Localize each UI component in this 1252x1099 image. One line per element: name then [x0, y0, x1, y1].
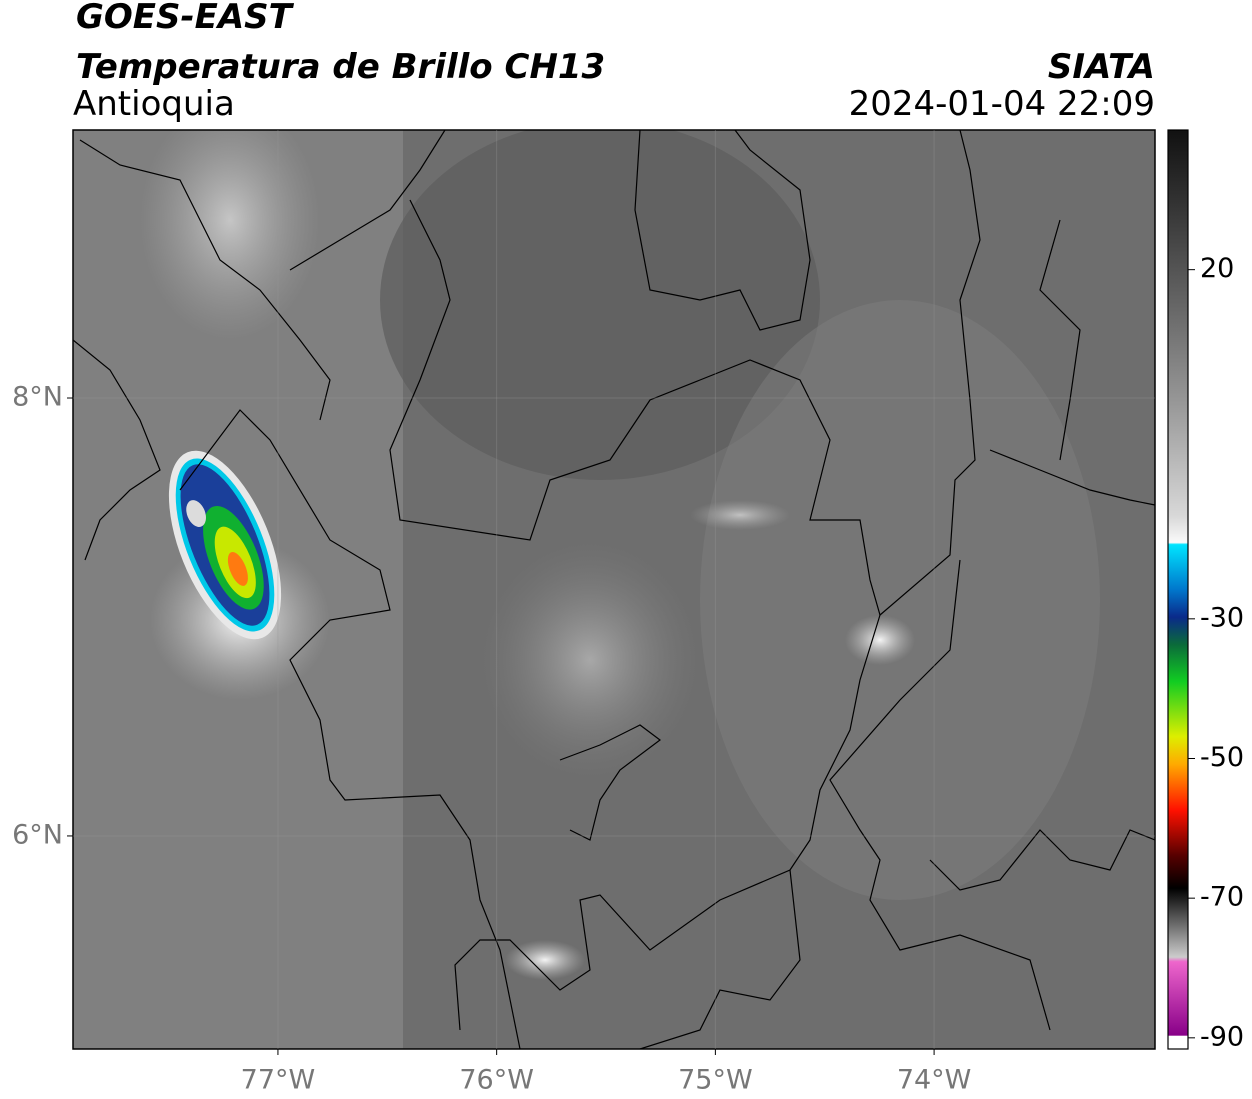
colorbar-tick-label: -30: [1200, 602, 1244, 633]
y-tick-label: 6°N: [12, 819, 63, 850]
colorbar: [1167, 129, 1189, 1050]
x-tick-label: 74°W: [897, 1065, 972, 1096]
colorbar-tick-label: -50: [1200, 742, 1244, 773]
map-frame: [72, 129, 1156, 1050]
y-tick-label: 8°N: [12, 382, 63, 413]
colorbar-tick-label: -90: [1200, 1021, 1244, 1052]
region: Antioquia: [73, 84, 235, 124]
x-tick-label: 76°W: [459, 1065, 534, 1096]
x-tick-label: 75°W: [678, 1065, 753, 1096]
subtitle: Temperatura de Brillo CH13: [76, 47, 605, 87]
x-tick-label: 77°W: [241, 1065, 316, 1096]
map-image: [73, 130, 1155, 1049]
colorbar-tick-label: -70: [1200, 882, 1244, 913]
source: SIATA: [1048, 47, 1155, 87]
colorbar-tick-label: 20: [1200, 253, 1234, 284]
datetime: 2024-01-04 22:09: [849, 84, 1155, 124]
title: GOES-EAST: [76, 0, 295, 37]
borders: [73, 130, 1155, 1049]
